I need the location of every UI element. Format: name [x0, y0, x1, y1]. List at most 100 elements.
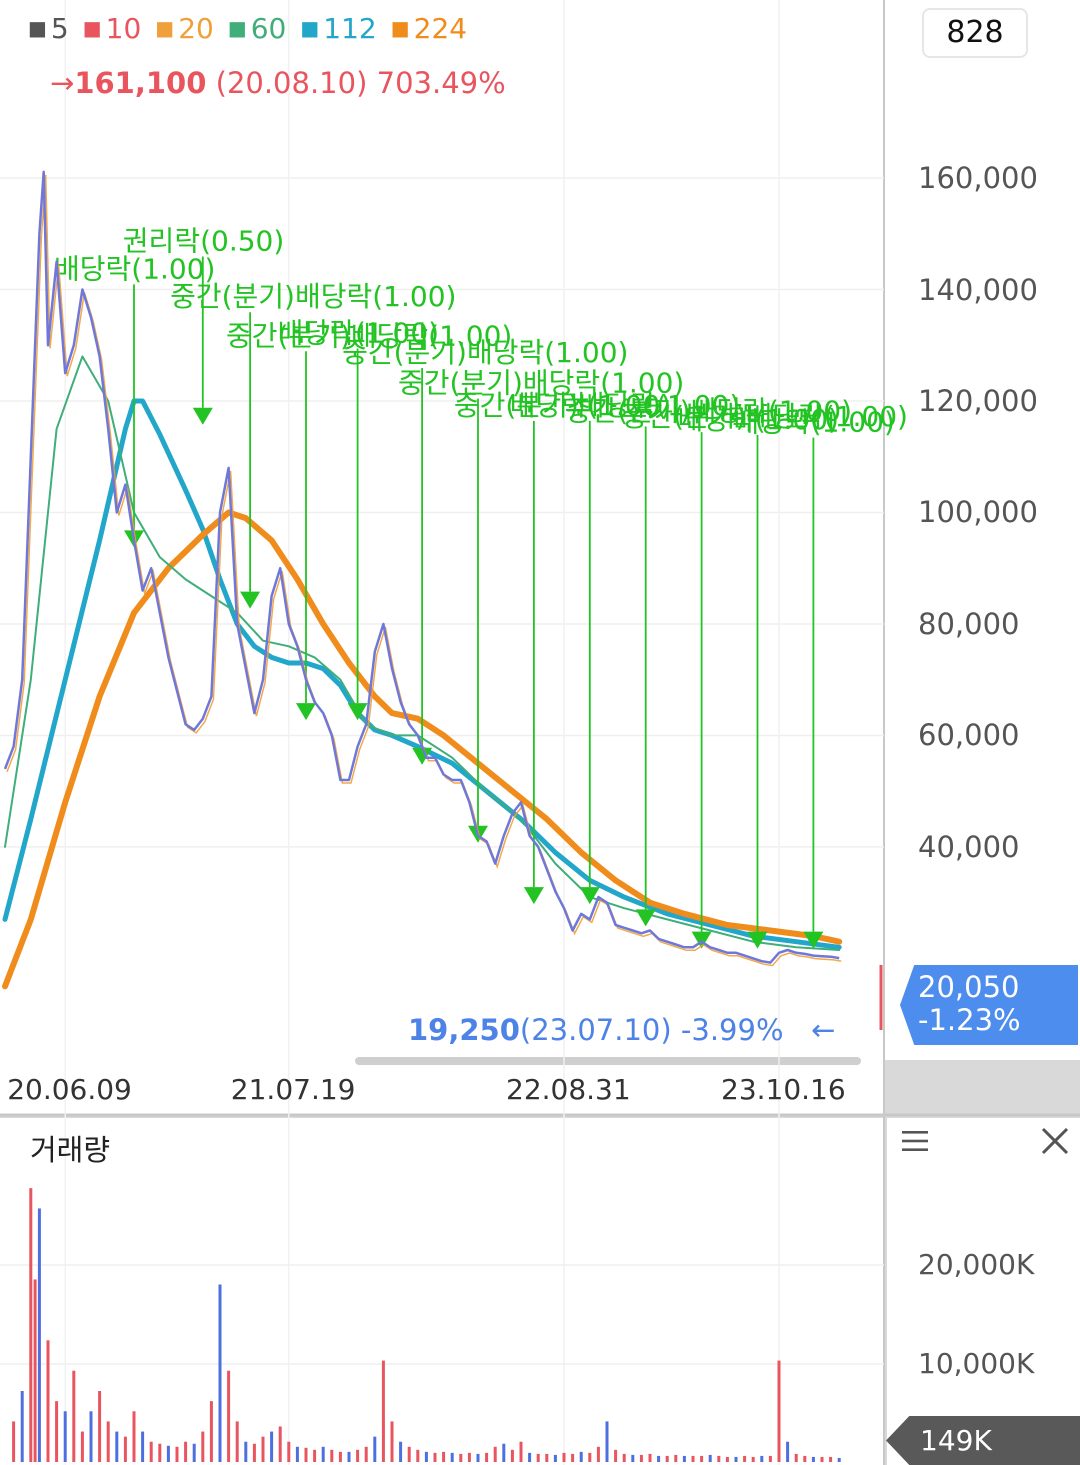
volume-bar: [743, 1455, 747, 1462]
y-tick-label: 60,000: [918, 718, 1020, 753]
volume-bar: [433, 1452, 437, 1462]
volume-bar: [192, 1443, 196, 1462]
volume-bar: [803, 1455, 807, 1462]
x-tick-label: 22.08.31: [506, 1073, 631, 1106]
volume-bar: [252, 1443, 256, 1462]
volume-tick: 20,000K: [918, 1248, 1035, 1281]
volume-bar: [295, 1446, 299, 1462]
volume-bar: [820, 1456, 824, 1462]
legend-label[interactable]: 224: [413, 12, 468, 45]
y-tick-label: 140,000: [918, 272, 1038, 307]
volume-bar: [502, 1443, 506, 1462]
volume-bar: [80, 1431, 84, 1462]
volume-bar: [794, 1453, 798, 1462]
legend-swatch: ■: [82, 16, 102, 40]
y-tick-label: 40,000: [918, 829, 1020, 864]
x-tick-label: 21.07.19: [230, 1073, 356, 1106]
dividend-event-markers: 배당락(1.00)권리락(0.50)중간(분기)배당락(1.00)중간(분기)배…: [54, 225, 908, 949]
volume-bar: [657, 1455, 661, 1462]
volume-bar: [751, 1456, 755, 1462]
volume-bar: [364, 1446, 368, 1462]
event-marker: [296, 703, 316, 721]
event-marker: [747, 931, 768, 949]
volume-bar: [777, 1360, 781, 1462]
event-marker: [523, 887, 544, 905]
gridlines: [0, 0, 884, 1465]
volume-bar: [622, 1453, 626, 1462]
volume-bar: [467, 1452, 471, 1462]
volume-bar: [399, 1441, 403, 1462]
volume-bar: [373, 1436, 377, 1462]
legend-label[interactable]: 60: [250, 12, 287, 45]
volume-bar: [270, 1431, 274, 1462]
volume-bar: [201, 1431, 205, 1462]
event-label: 배당락(1.00): [510, 389, 671, 422]
volume-bar: [605, 1421, 609, 1462]
legend-label[interactable]: 5: [50, 12, 69, 45]
volume-bar: [158, 1443, 162, 1462]
volume-bar: [132, 1411, 136, 1462]
volume-bar: [648, 1453, 652, 1462]
event-marker: [635, 909, 656, 927]
volume-bar: [588, 1452, 592, 1462]
legend-swatch: ■: [155, 16, 175, 40]
event-marker: [240, 591, 261, 609]
volume-bar: [545, 1453, 549, 1462]
volume-bar: [278, 1426, 282, 1462]
volume-bar: [536, 1453, 540, 1462]
volume-bar: [89, 1411, 93, 1462]
volume-bar: [510, 1449, 514, 1462]
volume-bar: [123, 1436, 127, 1462]
top-value-box: 828: [922, 8, 1028, 58]
event-label: 중간(분기)배당락(1.00): [566, 395, 852, 428]
volume-plot-area: [0, 1118, 884, 1465]
legend-swatch: ■: [227, 16, 247, 40]
volume-bar: [786, 1441, 790, 1462]
volume-bar: [115, 1431, 119, 1462]
volume-bar: [175, 1446, 179, 1462]
event-label: 중간(분기)배당락(1.00): [226, 319, 512, 352]
volume-bar: [390, 1421, 394, 1462]
event-label: 배당락(1.00): [54, 252, 215, 285]
event-label: 중간(분기)배당락(1.00): [622, 400, 908, 433]
legend-swatch: ■: [390, 16, 410, 40]
volume-bar: [347, 1451, 351, 1462]
volume-bar: [218, 1284, 222, 1462]
volume-bar: [811, 1456, 815, 1462]
ma-line-224: [2, 509, 843, 990]
volume-title: 거래량: [30, 1133, 111, 1167]
volume-bar: [442, 1451, 446, 1462]
volume-bar: [46, 1340, 50, 1462]
menu-icon[interactable]: [900, 1128, 930, 1154]
horizontal-scrollbar[interactable]: [355, 1057, 861, 1065]
volume-bar: [407, 1446, 411, 1462]
legend-label[interactable]: 10: [105, 12, 142, 45]
volume-bar: [562, 1452, 566, 1462]
volume-bars: [12, 1188, 841, 1462]
legend-label[interactable]: 112: [323, 12, 377, 45]
current-volume-badge: 149K: [886, 1416, 1080, 1465]
volume-bar: [768, 1455, 772, 1462]
volume-bar: [725, 1456, 729, 1462]
price-line-path: [3, 170, 840, 964]
min-price-label: 19,250(23.07.10) -3.99% ←: [408, 1013, 836, 1047]
y-tick-label: 100,000: [918, 495, 1038, 530]
volume-bar: [12, 1421, 16, 1462]
volume-bar: [381, 1360, 385, 1462]
volume-bar: [235, 1421, 239, 1462]
y-tick-label: 80,000: [918, 606, 1020, 641]
volume-bar: [149, 1441, 153, 1462]
close-icon[interactable]: [1040, 1126, 1070, 1156]
legend-label[interactable]: 20: [178, 12, 214, 45]
volume-bar: [596, 1446, 600, 1462]
volume-bar: [227, 1370, 231, 1462]
legend-swatch: ■: [300, 16, 320, 40]
price-axis-area: [884, 0, 1080, 1060]
volume-bar: [614, 1449, 618, 1462]
ma-line-112: [2, 398, 842, 950]
volume-bar: [571, 1453, 575, 1462]
volume-bar: [700, 1455, 704, 1462]
volume-bar: [55, 1401, 59, 1462]
